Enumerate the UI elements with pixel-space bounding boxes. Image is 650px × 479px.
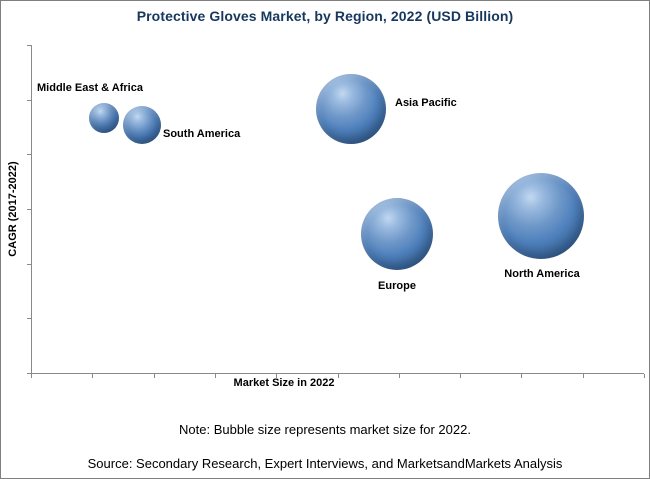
x-axis-tick	[644, 374, 645, 378]
source-text: Source: Secondary Research, Expert Inter…	[87, 456, 563, 471]
bubble-label-middle-east-africa: Middle East & Africa	[37, 82, 143, 94]
x-axis-tick	[460, 374, 461, 378]
y-axis-tick	[27, 154, 31, 155]
y-axis-line	[31, 45, 32, 373]
y-axis-tick	[27, 373, 31, 374]
y-axis-tick	[27, 264, 31, 265]
note-text: Note: Bubble size represents market size…	[179, 422, 471, 437]
x-axis-tick	[31, 374, 32, 378]
y-axis-tick	[27, 318, 31, 319]
y-axis-tick	[27, 100, 31, 101]
x-axis-tick	[521, 374, 522, 378]
x-axis-line	[31, 373, 644, 374]
bubble-middle-east-africa	[89, 103, 119, 133]
x-axis-tick	[276, 374, 277, 378]
x-axis-tick	[583, 374, 584, 378]
bubble-north-america	[498, 173, 584, 259]
bubble-label-south-america: South America	[163, 128, 241, 140]
x-axis-tick	[399, 374, 400, 378]
y-axis-tick	[27, 209, 31, 210]
y-axis-tick	[27, 45, 31, 46]
bubble-label-asia-pacific: Asia Pacific	[395, 97, 457, 109]
bubble-south-america	[123, 106, 161, 144]
x-axis-tick	[215, 374, 216, 378]
x-axis-tick	[92, 374, 93, 378]
bubble-europe	[361, 198, 433, 270]
x-axis-tick	[338, 374, 339, 378]
bubble-label-north-america: North America	[504, 268, 580, 280]
x-axis-tick	[154, 374, 155, 378]
x-axis-title: Market Size in 2022	[233, 377, 335, 389]
chart-title: Protective Gloves Market, by Region, 202…	[136, 8, 514, 24]
bubble-asia-pacific	[316, 74, 386, 144]
y-axis-title: CAGR (2017-2022)	[7, 161, 19, 257]
bubble-label-europe: Europe	[378, 280, 416, 292]
